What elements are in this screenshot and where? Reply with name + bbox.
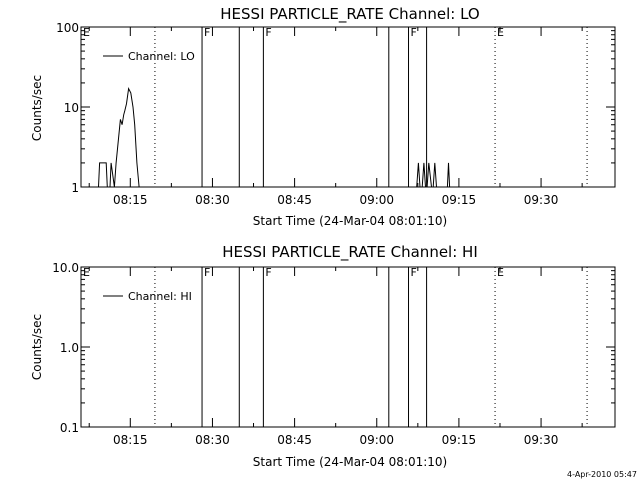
chart-2-y-tick-label: 0.1 (60, 421, 79, 435)
chart-1-event-marker-label: F (411, 26, 417, 39)
chart-1-x-tick-label: 09:00 (359, 193, 394, 207)
chart-2-event-marker-label: E (83, 266, 90, 279)
chart-1-event-marker-label: E (83, 26, 90, 39)
chart-2-x-tick-label: 08:15 (113, 433, 148, 447)
chart-1-event-marker-label: F (265, 26, 271, 39)
chart-2-event-marker-label: E (497, 266, 504, 279)
chart-2-event-marker-label: F (411, 266, 417, 279)
chart-1-y-tick-label: 10 (64, 101, 79, 115)
chart-2-x-tick-label: 09:00 (359, 433, 394, 447)
chart-2-x-tick-label: 08:45 (277, 433, 312, 447)
chart-2-legend-label: Channel: HI (128, 290, 192, 303)
chart-2-event-marker-label: F (204, 266, 210, 279)
chart-2-title: HESSI PARTICLE_RATE Channel: HI (222, 243, 478, 262)
chart-1-x-tick-label: 08:45 (277, 193, 312, 207)
chart-2-xlabel: Start Time (24-Mar-04 08:01:10) (253, 455, 447, 469)
chart-1-series-line (98, 86, 451, 188)
chart-1-x-tick-label: 08:15 (113, 193, 148, 207)
chart-1-legend-label: Channel: LO (128, 50, 195, 63)
chart-1-y-tick-label: 100 (56, 21, 79, 35)
chart-2-ylabel: Counts/sec (30, 314, 44, 380)
chart-2-x-tick-label: 09:30 (524, 433, 559, 447)
chart-2-y-tick-label: 10.0 (52, 261, 79, 275)
chart-1-ylabel: Counts/sec (30, 75, 44, 141)
chart-2-x-tick-label: 08:30 (195, 433, 230, 447)
chart-2-y-tick-label: 1.0 (60, 341, 79, 355)
chart-1-event-marker-label: F (204, 26, 210, 39)
chart-1-title: HESSI PARTICLE_RATE Channel: LO (220, 5, 479, 24)
chart-1-x-tick-label: 09:30 (524, 193, 559, 207)
chart-2-event-marker-label: F (265, 266, 271, 279)
chart-1-y-tick-label: 1 (71, 181, 79, 195)
chart-1-event-marker-label: E (497, 26, 504, 39)
chart-1-xlabel: Start Time (24-Mar-04 08:01:10) (253, 214, 447, 228)
footer-timestamp: 4-Apr-2010 05:47 (567, 470, 637, 479)
chart-2-x-tick-label: 09:15 (442, 433, 477, 447)
chart-1-x-tick-label: 09:15 (442, 193, 477, 207)
chart-1-x-tick-label: 08:30 (195, 193, 230, 207)
